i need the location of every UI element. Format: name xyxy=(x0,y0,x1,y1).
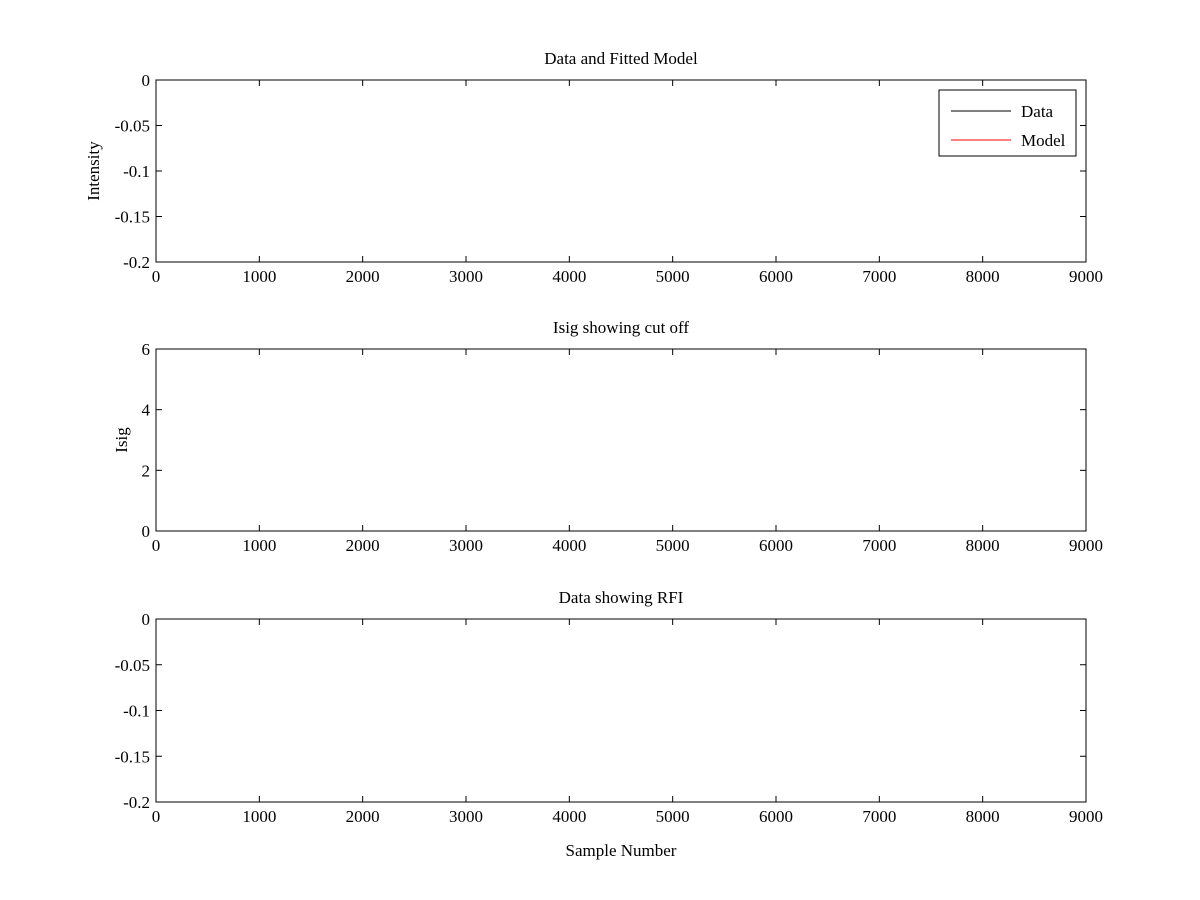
x-tick-label: 4000 xyxy=(552,267,586,286)
x-tick-label: 2000 xyxy=(346,536,380,555)
x-tick-label: 8000 xyxy=(966,267,1000,286)
y-axis-label: Intensity xyxy=(84,141,103,201)
y-tick-label: -0.15 xyxy=(115,208,150,227)
chart-panels: 0 1000 2000 3000 4000 5000 6000 7000 8000 9000-0.… xyxy=(84,49,1103,860)
x-tick-label: 6000 xyxy=(759,267,793,286)
legend-box xyxy=(938,89,1077,157)
x-tick-label: 1000 xyxy=(242,536,276,555)
x-tick-label: 1000 xyxy=(242,267,276,286)
chart-panel-2: 0 1000 2000 3000 4000 5000 6000 7000 8000 9000 0 2 4… xyxy=(112,318,1103,555)
chart-title: Isig showing cut off xyxy=(553,318,689,337)
y-tick-label: 2 xyxy=(142,461,151,480)
x-tick-label: 3000 xyxy=(449,267,483,286)
x-tick-label: 9000 xyxy=(1069,267,1103,286)
axes-box xyxy=(155,348,1087,532)
y-axis-label: Isig xyxy=(112,427,131,453)
y-tick-label: 0 xyxy=(142,522,151,541)
y-tick-label: -0.1 xyxy=(123,702,150,721)
y-tick-label: -0.2 xyxy=(123,253,150,272)
legend-label-data: Data xyxy=(1021,102,1054,121)
x-tick-label: 1000 xyxy=(242,807,276,826)
chart-title: Data showing RFI xyxy=(559,588,684,607)
x-tick-label: 4000 xyxy=(552,807,586,826)
x-tick-label: 0 xyxy=(152,267,161,286)
y-tick-label: 4 xyxy=(142,401,151,420)
axes-box xyxy=(155,618,1087,803)
y-tick-label: -0.15 xyxy=(115,747,150,766)
chart-panel-1: 0 1000 2000 3000 4000 5000 6000 7000 8000 9000 -0.… xyxy=(84,49,1103,286)
x-tick-label: 9000 xyxy=(1069,807,1103,826)
x-tick-label: 3000 xyxy=(449,536,483,555)
x-tick-label: 3000 xyxy=(449,807,483,826)
x-tick-label: 2000 xyxy=(346,267,380,286)
x-tick-label: 0 xyxy=(152,807,161,826)
x-tick-label: 5000 xyxy=(656,267,690,286)
y-tick-label: 0 xyxy=(142,610,151,629)
x-axis-label: Sample Number xyxy=(566,841,677,860)
legend-label-model: Model xyxy=(1021,131,1066,150)
y-tick-label: -0.1 xyxy=(123,162,150,181)
x-tick-label: 7000 xyxy=(862,807,896,826)
x-tick-label: 7000 xyxy=(862,536,896,555)
x-tick-label: 9000 xyxy=(1069,536,1103,555)
x-tick-label: 0 xyxy=(152,536,161,555)
y-tick-label: -0.05 xyxy=(115,656,150,675)
chart-title: Data and Fitted Model xyxy=(544,49,698,68)
legend: Data Model xyxy=(938,89,1077,157)
x-tick-label: 7000 xyxy=(862,267,896,286)
x-tick-label: 4000 xyxy=(552,536,586,555)
y-tick-label: -0.2 xyxy=(123,793,150,812)
x-tick-label: 6000 xyxy=(759,536,793,555)
x-tick-label: 8000 xyxy=(966,536,1000,555)
y-tick-label: 6 xyxy=(142,340,151,359)
x-tick-label: 5000 xyxy=(656,536,690,555)
x-tick-label: 5000 xyxy=(656,807,690,826)
y-tick-label: 0 xyxy=(142,71,151,90)
y-tick-label: -0.05 xyxy=(115,117,150,136)
x-tick-label: 2000 xyxy=(346,807,380,826)
x-tick-label: 8000 xyxy=(966,807,1000,826)
x-tick-label: 6000 xyxy=(759,807,793,826)
chart-panel-3: 0 1000 2000 3000 4000 5000 6000 7000 8000 9000 -0.… xyxy=(115,588,1103,860)
